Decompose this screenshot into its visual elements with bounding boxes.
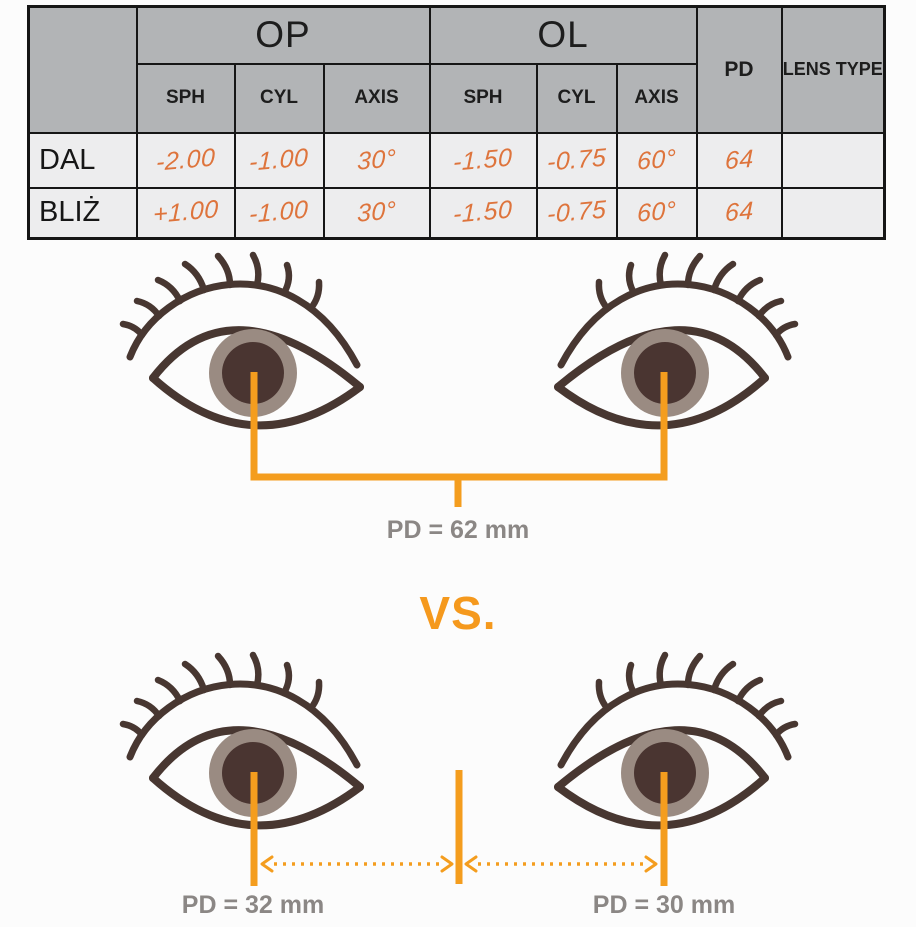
column-header-op-sph: SPH <box>135 62 236 134</box>
cell-dal-op-sph: -2.00 <box>135 131 236 189</box>
value-text: -1.00 <box>249 195 309 229</box>
value-text: -1.00 <box>249 142 309 177</box>
cell-bliz-op-cyl: -1.00 <box>233 186 325 240</box>
prescription-table: OP OL PD LENS TYPE SPH CYL AXIS SPH CYL … <box>27 5 887 240</box>
cell-bliz-lens-type <box>780 186 886 240</box>
cell-dal-lens-type <box>780 131 886 189</box>
column-header-ol-sph: SPH <box>428 62 538 134</box>
binocular-right-eye-illustration <box>538 243 798 445</box>
value-text: +1.00 <box>152 195 219 230</box>
value-text: 60° <box>636 196 677 229</box>
cell-bliz-op-axis: 30° <box>322 186 431 240</box>
value-text: 60° <box>636 143 677 176</box>
value-text: -1.50 <box>453 195 513 229</box>
cell-dal-pd: 64 <box>695 131 783 189</box>
vs-label: VS. <box>419 587 497 639</box>
column-header-lens-type: LENS TYPE <box>780 5 886 134</box>
monocular-right-pd-label: PD = 30 mm <box>592 891 736 919</box>
cell-bliz-ol-axis: 60° <box>615 186 698 240</box>
table-row-bliz: BLIŻ +1.00 -1.00 30° -1.50 -0.75 60° 64 <box>27 186 886 240</box>
arrowhead-left-in <box>440 855 454 873</box>
table-row-dal: DAL -2.00 -1.00 30° -1.50 -0.75 60° 64 <box>27 131 886 189</box>
value-text: 64 <box>724 144 754 175</box>
table-corner-cell <box>27 5 138 134</box>
column-header-op-axis: AXIS <box>322 62 431 134</box>
column-group-op: OP <box>135 5 431 65</box>
cell-dal-op-axis: 30° <box>322 131 431 189</box>
cell-bliz-ol-sph: -1.50 <box>428 186 538 240</box>
binocular-pd-label: PD = 62 mm <box>386 516 530 544</box>
value-text: -0.75 <box>546 142 607 177</box>
arrowhead-left-out <box>260 855 274 873</box>
monocular-left-pd-label: PD = 32 mm <box>181 891 325 919</box>
monocular-right-eye-illustration <box>538 643 798 845</box>
cell-dal-ol-cyl: -0.75 <box>535 131 618 189</box>
cell-dal-ol-axis: 60° <box>615 131 698 189</box>
cell-dal-ol-sph: -1.50 <box>428 131 538 189</box>
column-header-op-cyl: CYL <box>233 62 325 134</box>
arrowhead-right-in <box>464 855 478 873</box>
monocular-left-eye-illustration <box>120 643 380 845</box>
arrowhead-right-out <box>644 855 658 873</box>
cell-bliz-pd: 64 <box>695 186 783 240</box>
value-text: -2.00 <box>155 142 216 177</box>
column-header-ol-axis: AXIS <box>615 62 698 134</box>
row-label-dal: DAL <box>27 131 138 189</box>
row-label-bliz: BLIŻ <box>27 186 138 240</box>
column-header-ol-cyl: CYL <box>535 62 618 134</box>
column-header-pd: PD <box>695 5 783 134</box>
value-text: -0.75 <box>546 195 607 229</box>
value-text: 30° <box>356 196 397 229</box>
cell-bliz-ol-cyl: -0.75 <box>535 186 618 240</box>
value-text: 30° <box>356 143 397 176</box>
value-text: 64 <box>724 196 754 228</box>
binocular-left-eye-illustration <box>120 243 380 445</box>
value-text: -1.50 <box>453 142 513 177</box>
cell-dal-op-cyl: -1.00 <box>233 131 325 189</box>
column-group-ol: OL <box>428 5 698 65</box>
cell-bliz-op-sph: +1.00 <box>135 186 236 240</box>
